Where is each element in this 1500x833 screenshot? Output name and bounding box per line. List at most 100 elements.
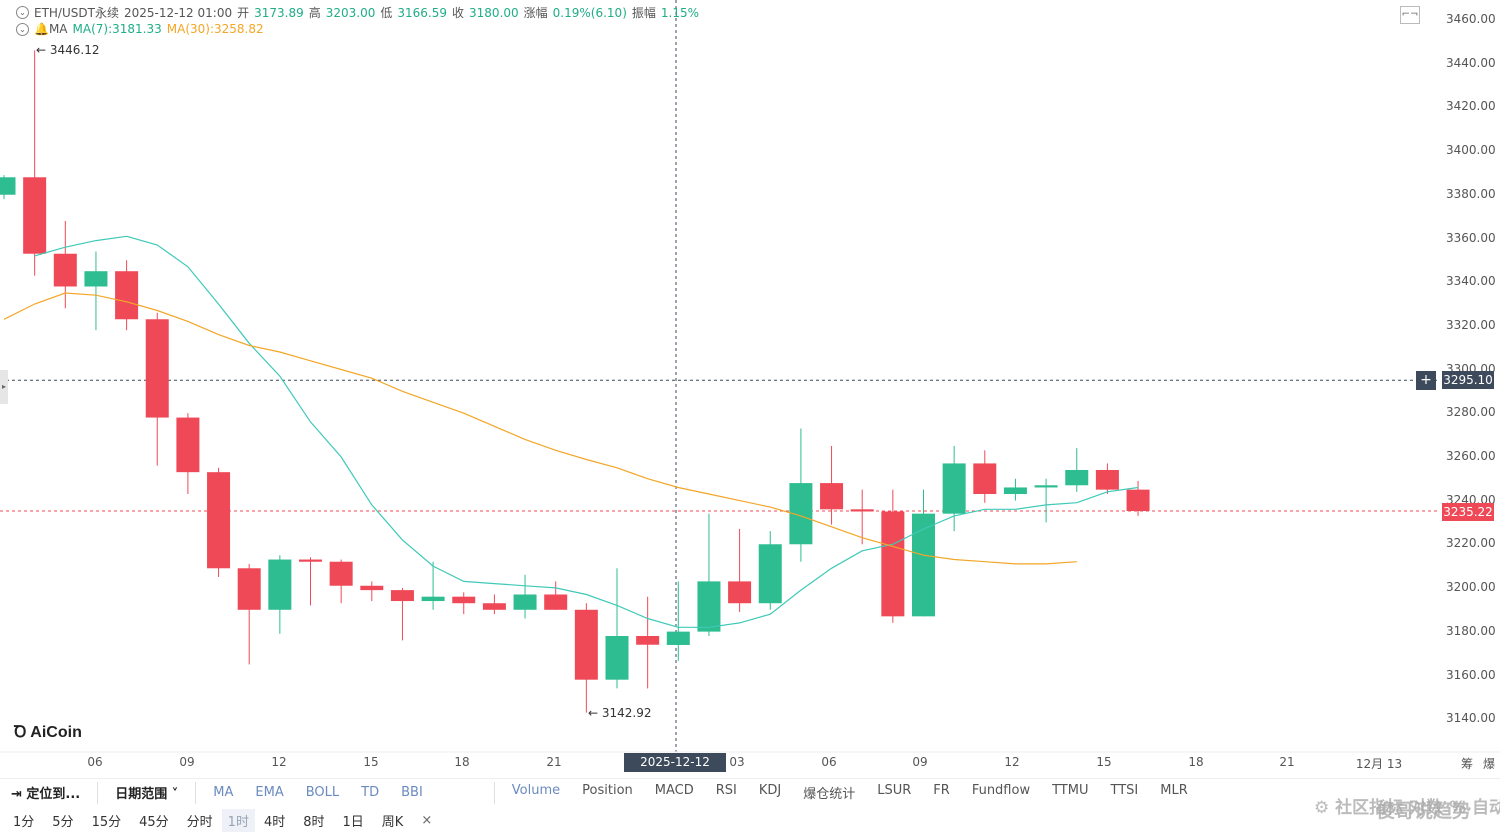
sub-indicator-item[interactable]: FR [933,783,950,798]
sub-indicator-item[interactable]: MLR [1160,783,1188,798]
candle-body [23,177,47,254]
sub-indicator-item[interactable]: KDJ [758,783,782,798]
timeframe-分时[interactable]: 分时 [186,815,213,830]
time-axis-label: 15 [1096,755,1112,769]
divider [97,781,99,804]
ma30-value: MA(30):3258.82 [166,22,264,36]
candle-body [237,568,261,610]
divider [493,781,495,804]
time-axis-label: 12 [1004,755,1020,769]
candle-body [145,319,169,418]
date-range-button[interactable]: 日期范围 ˅ [115,787,179,802]
change-label: 涨幅 [523,6,548,20]
amplitude-value: 1.15% [660,5,700,20]
indicator-ema[interactable]: EMA [255,785,284,800]
sub-indicator-item[interactable]: Fundflow [971,783,1031,798]
close-value: 3180.00 [469,5,519,20]
chip-toggle[interactable]: 筹 [1460,757,1474,771]
crosshair-price-tag: 3295.10 [1442,371,1494,389]
locate-button[interactable]: ⇥ 定位到... [11,787,81,802]
sub-indicator-item[interactable]: TTSI [1110,783,1139,798]
price-axis-label: 3460.00 [1446,12,1496,26]
candle-body [758,544,782,604]
timeframe-toolbar: 1分 5分 15分 45分 分时 1时 4时 8时 1日 周K × [0,808,1500,833]
add-alert-icon[interactable]: + [1416,371,1436,390]
candle-body [973,463,997,495]
crosshair-time-tag: 2025-12-12 01:00 [624,753,726,788]
change-value: 0.19%(6.10) [552,5,627,20]
ma7-value: MA(7):3181.33 [72,22,162,36]
indicator-boll[interactable]: BOLL [305,785,340,800]
timeframe-1时[interactable]: 1时 [221,809,255,832]
indicator-td[interactable]: TD [361,785,380,800]
timeframe-1日[interactable]: 1日 [342,815,364,830]
high-label: 高 [308,6,321,20]
candle-body [850,509,874,512]
candle-body [636,635,660,645]
price-chart[interactable] [0,0,1500,778]
close-label: 收 [452,6,465,20]
close-icon[interactable]: × [421,813,433,828]
open-label: 开 [237,6,250,20]
indicator-toolbar: ⇥ 定位到... 日期范围 ˅ MA EMA BOLL TD BBI Volume Pos… [0,778,1500,806]
watermark-text: 俊哥说趋势 [1376,800,1472,822]
candle-body [1034,485,1058,488]
candle-body [84,271,108,287]
candle-body [942,463,966,514]
time-axis-label: 15 [363,755,379,769]
price-axis-label: 3420.00 [1446,99,1496,114]
time-axis-label: 06 [821,755,837,769]
sub-indicator-item[interactable]: RSI [715,783,737,798]
fullscreen-icon[interactable]: ⌐¬ [1400,6,1420,24]
amplitude-label: 振幅 [631,6,656,20]
sub-indicator-item[interactable]: Volume [511,783,561,798]
ohlc-info-row: ⌄ ETH/USDT永续 2025-12-12 01:00 开 3173.89 高… [16,4,699,21]
sub-indicator-item[interactable]: MACD [654,783,694,798]
candle-body [1065,469,1089,486]
timeframe-5分[interactable]: 5分 [52,815,74,830]
timeframe-8时[interactable]: 8时 [303,815,325,830]
price-axis-label: 3200.00 [1446,580,1496,595]
candle-body [299,559,322,562]
sub-indicator-item[interactable]: LSUR [877,783,912,798]
candle-body [697,581,721,632]
candle-body [1095,469,1119,490]
candle-body [176,417,200,473]
candle-body [1126,489,1150,512]
candle-datetime: 2025-12-12 01:00 [123,5,233,20]
price-axis-label: 3400.00 [1446,143,1496,158]
expand-handle[interactable]: ▸ [0,370,8,404]
low-marker: ← 3142.92 [588,706,652,720]
sub-indicator-item[interactable]: TTMU [1052,783,1089,798]
symbol-label: ETH/USDT永续 [34,6,119,20]
collapse-icon[interactable]: ⌄ [16,22,29,36]
indicator-bbi[interactable]: BBI [401,785,423,800]
candle-body [482,603,506,610]
candle-body [452,596,476,604]
timeframe-15分[interactable]: 15分 [91,815,122,830]
low-label: 低 [380,6,393,20]
sub-indicator-item[interactable]: Position [582,783,633,798]
candle-body [390,590,414,602]
ma-title[interactable]: 🔔MA [34,22,68,36]
candle-body [912,513,935,617]
price-axis-label: 3340.00 [1446,274,1496,289]
high-marker: ← 3446.12 [36,43,100,57]
timeframe-4时[interactable]: 4时 [263,815,286,830]
price-axis-label: 3280.00 [1446,405,1496,420]
open-value: 3173.89 [254,5,304,20]
candle-body [605,635,629,680]
candle-body [513,594,537,610]
price-axis-label: 3140.00 [1446,711,1496,726]
timeframe-周K[interactable]: 周K [381,815,404,830]
collapse-icon[interactable]: ⌄ [16,6,29,19]
candle-body [421,596,445,602]
layout-toggle[interactable]: 爆 [1482,757,1496,771]
indicator-ma[interactable]: MA [213,785,234,800]
timeframe-45分[interactable]: 45分 [139,815,169,830]
sub-indicator-item[interactable]: 爆仓统计 [803,787,856,802]
time-axis-label: 06 [87,755,103,769]
timeframe-1分[interactable]: 1分 [13,815,35,830]
price-axis-label: 3360.00 [1446,230,1496,245]
